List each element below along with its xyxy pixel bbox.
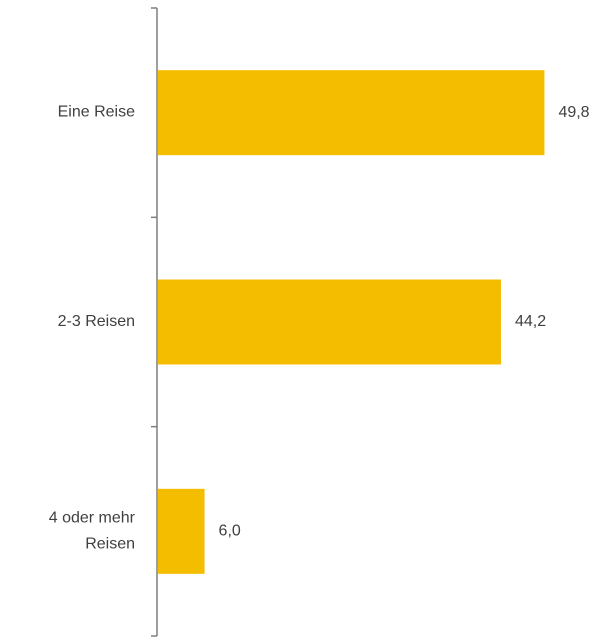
value-label: 44,2 (515, 313, 546, 330)
category-axis (151, 7, 158, 637)
category-label-line: Reisen (85, 536, 135, 553)
value-label: 49,8 (558, 104, 589, 121)
bars (158, 70, 545, 574)
bar (158, 70, 545, 156)
bar (158, 488, 205, 574)
value-label: 6,0 (219, 523, 241, 540)
bar (158, 279, 501, 365)
category-label-line: 4 oder mehr (49, 510, 136, 527)
category-label-line: 2-3 Reisen (58, 313, 135, 330)
labels: Eine Reise 49,8 2-3 Reisen 44,2 4 oder mehr R… (49, 104, 590, 553)
category-label: 4 oder mehr Reisen (49, 510, 136, 553)
category-label: Eine Reise (58, 104, 135, 121)
category-label: 2-3 Reisen (58, 313, 135, 330)
category-label-line: Eine Reise (58, 104, 135, 121)
